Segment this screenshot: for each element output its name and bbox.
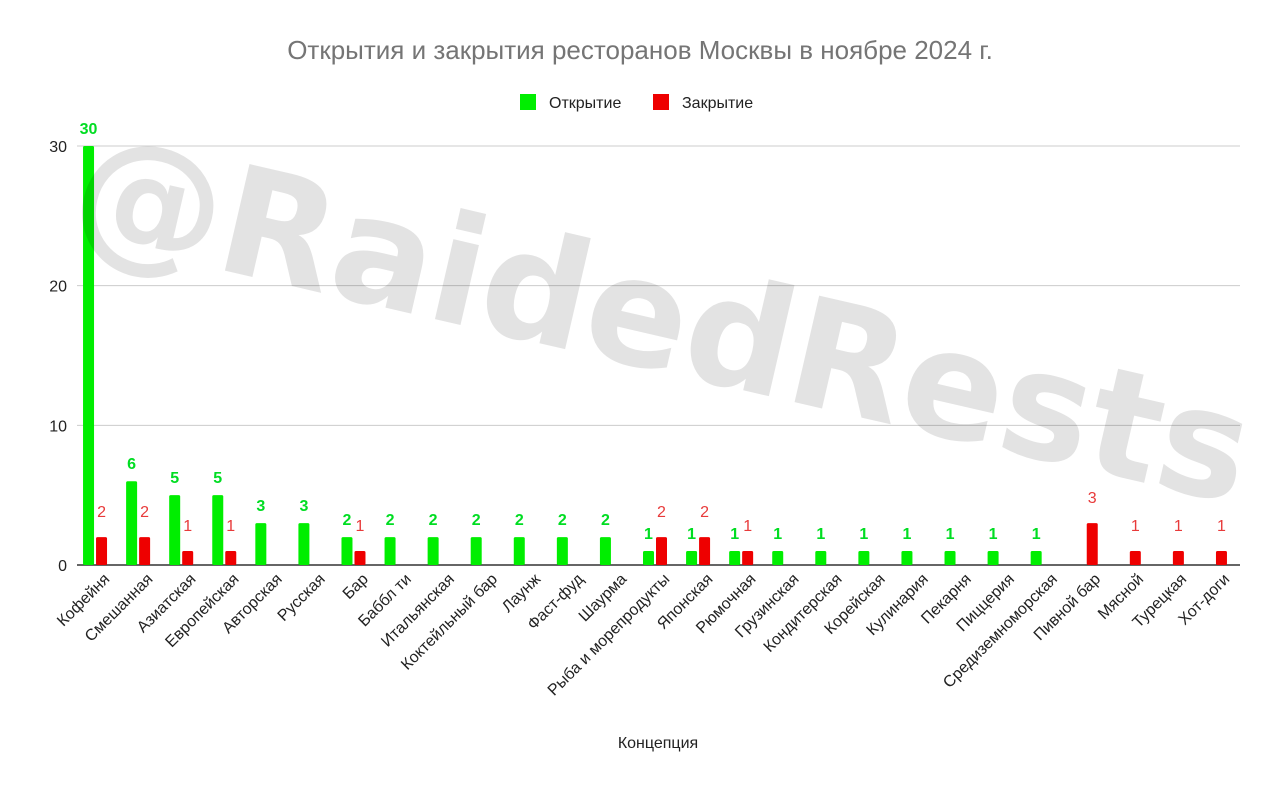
data-label-open: 1 [687,526,696,543]
data-label-open: 30 [80,121,98,138]
bar-open [470,537,482,565]
data-label-open: 1 [644,526,653,543]
bar-open [686,551,698,565]
data-label-open: 1 [859,526,868,543]
data-label-close: 1 [1131,518,1140,535]
bar-close [742,551,754,565]
legend-swatch-open [520,94,536,110]
bar-open [599,537,611,565]
data-label-open: 3 [256,498,265,515]
bar-close [656,537,667,565]
data-label-close: 1 [226,518,235,535]
bars [83,146,1227,565]
legend-label-open: Открытие [549,95,621,112]
y-tick-label: 20 [49,279,67,296]
bar-open [1030,551,1042,565]
data-label-close: 1 [743,518,752,535]
bar-open [772,551,784,565]
legend: Открытие Закрытие [520,94,753,112]
data-label-open: 2 [429,512,438,529]
bar-close [354,551,366,565]
bar-close [1172,551,1184,565]
bar-open [729,551,741,565]
watermark: @RaidedRests [57,99,1267,539]
data-label-close: 2 [700,504,709,521]
legend-label-close: Закрытие [682,95,753,112]
bar-open [815,551,827,565]
data-label-open: 2 [515,512,524,529]
y-tick-label: 30 [49,139,67,156]
bar-open [643,551,654,565]
data-label-close: 1 [356,518,365,535]
data-label-open: 3 [299,498,308,515]
bar-open [556,537,568,565]
bar-close [225,551,237,565]
bar-close [699,537,711,565]
bar-close [1129,551,1141,565]
bar-open [212,495,224,565]
data-label-close: 1 [1174,518,1183,535]
y-axis-ticks: 0 10 20 30 [49,139,67,575]
bar-open [341,537,353,565]
data-label-open: 2 [558,512,567,529]
x-axis-title: Концепция [618,735,698,752]
data-label-close: 2 [140,504,149,521]
bar-open [427,537,439,565]
bar-open [944,551,956,565]
data-label-open: 1 [989,526,998,543]
data-label-open: 1 [773,526,782,543]
x-axis-ticks: КофейняСмешаннаяАзиатскаяЕвропейскаяАвто… [54,570,1233,699]
data-label-open: 1 [1032,526,1041,543]
data-label-open: 2 [472,512,481,529]
bar-close [1215,551,1227,565]
bar-close [1086,523,1098,565]
data-label-open: 1 [816,526,825,543]
data-label-open: 2 [601,512,610,529]
bar-open [83,146,95,565]
bar-open [858,551,870,565]
chart-title: Открытия и закрытия ресторанов Москвы в … [287,35,993,65]
bar-close [139,537,151,565]
bar-open [901,551,913,565]
x-tick-label: Русская [275,571,329,625]
data-label-open: 5 [170,470,179,487]
bar-open [513,537,525,565]
data-label-open: 2 [343,512,352,529]
data-label-open: 1 [946,526,955,543]
data-label-open: 1 [902,526,911,543]
data-label-close: 1 [1217,518,1226,535]
data-label-close: 1 [183,518,192,535]
y-tick-label: 0 [58,558,67,575]
bar-open [169,495,181,565]
data-label-open: 1 [730,526,739,543]
x-tick-label: Бар [340,571,372,603]
bar-open [384,537,396,565]
legend-swatch-close [653,94,669,110]
y-tick-label: 10 [49,418,67,435]
data-label-close: 3 [1088,490,1097,507]
bar-open [255,523,267,565]
bar-close [182,551,194,565]
bar-open [126,481,138,565]
bar-close [96,537,108,565]
data-label-open: 5 [213,470,222,487]
data-label-open: 6 [127,456,136,473]
data-label-close: 2 [97,504,106,521]
data-label-close: 2 [657,504,666,521]
data-label-open: 2 [386,512,395,529]
bar-open [298,523,310,565]
bar-open [987,551,999,565]
